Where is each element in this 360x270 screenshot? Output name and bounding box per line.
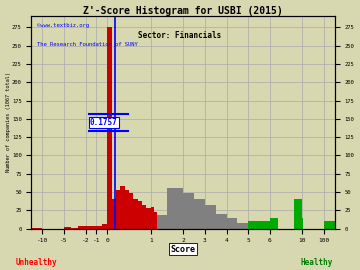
- Bar: [248, 221, 270, 228]
- Bar: [116, 191, 120, 228]
- Bar: [107, 27, 112, 228]
- Bar: [129, 193, 133, 228]
- Bar: [151, 207, 154, 228]
- Text: The Research Foundation of SUNY: The Research Foundation of SUNY: [37, 42, 138, 47]
- Text: ©www.textbiz.org: ©www.textbiz.org: [37, 23, 90, 28]
- X-axis label: Score: Score: [171, 245, 196, 254]
- Bar: [324, 221, 335, 228]
- Bar: [216, 214, 226, 228]
- Text: Unhealthy: Unhealthy: [15, 258, 57, 267]
- Bar: [64, 227, 71, 228]
- Bar: [112, 199, 116, 228]
- Bar: [237, 223, 248, 228]
- Bar: [194, 199, 205, 228]
- Bar: [154, 212, 157, 228]
- Bar: [205, 205, 216, 228]
- Bar: [86, 226, 96, 228]
- Bar: [133, 199, 138, 228]
- Bar: [157, 215, 167, 228]
- Bar: [294, 199, 302, 228]
- Y-axis label: Number of companies (1067 total): Number of companies (1067 total): [5, 72, 10, 173]
- Bar: [270, 218, 278, 228]
- Bar: [120, 186, 125, 228]
- Bar: [146, 208, 151, 228]
- Title: Z'-Score Histogram for USBI (2015): Z'-Score Histogram for USBI (2015): [83, 6, 283, 16]
- Bar: [78, 226, 86, 228]
- Text: Healthy: Healthy: [301, 258, 333, 267]
- Bar: [226, 218, 237, 228]
- Bar: [96, 226, 102, 228]
- Bar: [167, 188, 183, 228]
- Bar: [138, 201, 142, 228]
- Text: Sector: Financials: Sector: Financials: [138, 31, 222, 40]
- Bar: [102, 224, 107, 228]
- Bar: [183, 193, 194, 228]
- Bar: [142, 205, 146, 228]
- Text: 0.1757: 0.1757: [90, 118, 118, 127]
- Bar: [125, 191, 129, 228]
